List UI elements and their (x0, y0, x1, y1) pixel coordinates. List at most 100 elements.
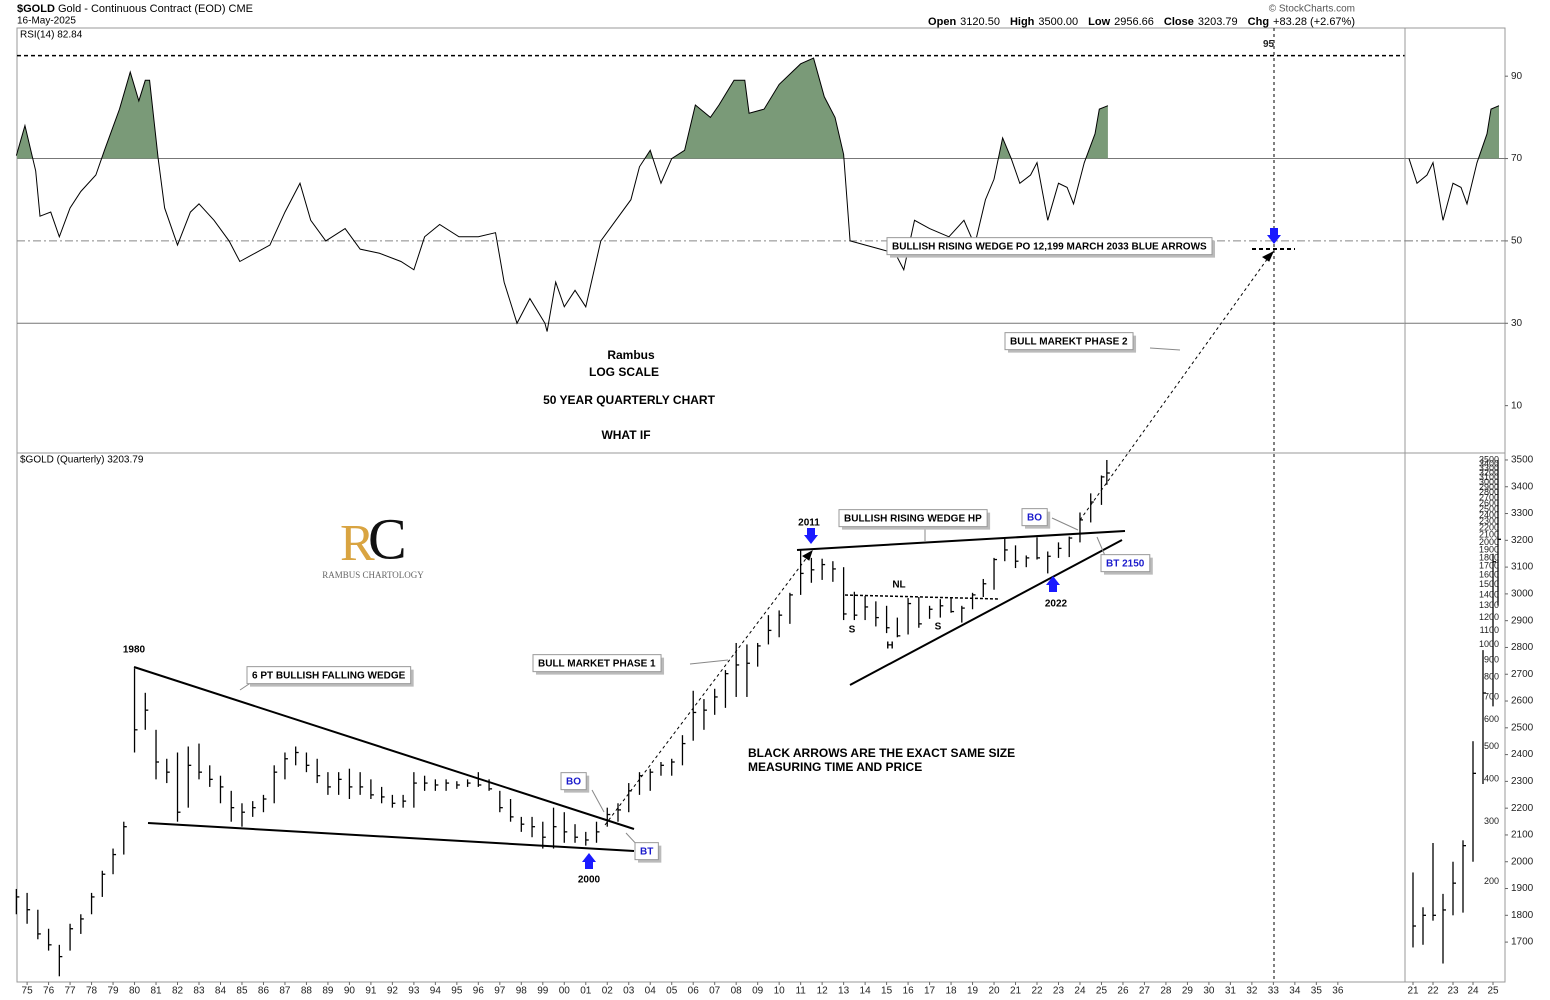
x-tick-label: 75 (22, 986, 34, 997)
arrow-head (1262, 250, 1275, 262)
blue-arrow (1046, 576, 1060, 585)
y-tick-label: 2700 (1511, 669, 1534, 680)
y-tick-label: 1900 (1479, 544, 1499, 554)
blue-arrow (582, 853, 596, 862)
y-tick-label: 500 (1484, 741, 1499, 751)
x-tick-label: 25 (1096, 986, 1108, 997)
y-tick-label: 1100 (1480, 625, 1499, 635)
annotation: 2022 (1045, 599, 1068, 610)
stat-value: 3203.79 (1198, 16, 1238, 28)
callout-box (634, 842, 659, 861)
x-tick-label: 22 (1031, 986, 1043, 997)
neckline (844, 594, 1001, 600)
logo-letter: C (368, 506, 407, 571)
x-tick-label: 09 (752, 986, 764, 997)
annotation: 1980 (123, 645, 146, 656)
x-tick-label: 14 (860, 986, 872, 997)
x-tick-label: 21 (1407, 986, 1419, 997)
y-tick-label: 3200 (1511, 535, 1534, 546)
x-tick-label: 91 (365, 986, 377, 997)
annotation: 6 PT BULLISH FALLING WEDGE (252, 671, 406, 682)
date: 16-May-2025 (17, 16, 76, 27)
x-tick-label: 77 (65, 986, 77, 997)
main-panel (16, 27, 1506, 983)
x-tick-label: 06 (688, 986, 700, 997)
stat-label: Low (1088, 16, 1110, 28)
callout-pointer (591, 789, 605, 813)
callout-pointer (1149, 347, 1181, 351)
y-tick-label: 3100 (1511, 562, 1534, 573)
callout-box (1021, 508, 1048, 527)
y-tick-label: 2600 (1479, 498, 1499, 508)
x-tick-label: 11 (795, 986, 806, 997)
y-tick-label: 1900 (1511, 883, 1534, 894)
y-tick-label: 1700 (1511, 937, 1534, 948)
x-tick-label: 19 (967, 986, 979, 997)
x-tick-label: 23 (1447, 986, 1459, 997)
y-tick-label: 2400 (1511, 749, 1534, 760)
wedge-line (796, 530, 1126, 551)
blue-arrow (1270, 228, 1278, 235)
annotation: S (849, 625, 856, 636)
logo-text: RAMBUS CHARTOLOGY (322, 570, 424, 580)
x-tick-label: 97 (494, 986, 506, 997)
annotation: 2000 (578, 875, 601, 886)
x-tick-label: 15 (881, 986, 893, 997)
symbol-name: Gold - Continuous Contract (EOD) CME (58, 3, 253, 15)
overbought-fill (1409, 105, 1499, 159)
blue-arrow (1049, 585, 1057, 592)
annotation: WHAT IF (601, 428, 650, 442)
x-tick-label: 31 (1225, 986, 1237, 997)
y-tick-label: 3300 (1511, 508, 1534, 519)
stat-label: Chg (1248, 16, 1269, 28)
y-tick-label: 2300 (1511, 776, 1534, 787)
y-tick-label: 1500 (1479, 579, 1499, 589)
blue-arrow (585, 862, 593, 869)
stats: Open 3120.50 High 3500.00 Low 2956.66 Close 320… (928, 16, 1355, 28)
y-tick-label: 2200 (1479, 523, 1499, 533)
blue-arrow (1267, 235, 1281, 244)
x-tick-label: 35 (1311, 986, 1323, 997)
x-tick-label: 33 (1268, 986, 1280, 997)
annotation: BO (1027, 513, 1042, 524)
x-tick-label: 29 (1182, 986, 1194, 997)
y-tick-label: 70 (1511, 153, 1523, 164)
y-tick-label: 2000 (1511, 856, 1534, 867)
main-layer: 95 75 76 77 78 79 80 81 82 83 84 85 86 87 88 89 90 91 92 93… (15, 39, 1505, 997)
y-tick-label: 600 (1484, 714, 1499, 724)
stat-label: Close (1164, 16, 1194, 28)
annotation: BULL MAREKT PHASE 2 (1010, 337, 1128, 348)
x-tick-label: 36 (1332, 986, 1344, 997)
y-tick-label: 1800 (1479, 552, 1499, 562)
y-tick-label: 2000 (1479, 537, 1499, 547)
y-tick-label: 2400 (1479, 510, 1499, 520)
stat-label: Open (928, 16, 956, 28)
inset-layer: 21 22 23 24 25 10 30 50 70 90 200 300 400 500 600 700 80… (1404, 27, 1534, 997)
y-tick-label: 1800 (1511, 910, 1534, 921)
x-tick-label: 32 (1246, 986, 1258, 997)
annotation: H (886, 641, 893, 652)
y-tick-label: 2500 (1511, 722, 1534, 733)
callout-pointer (689, 659, 729, 665)
logo-letter: R (340, 515, 375, 572)
callout-box (1100, 554, 1151, 573)
annotation: BT 2150 (1106, 559, 1145, 570)
y-tick-label: 2100 (1479, 530, 1499, 540)
x-tick-label: 81 (150, 986, 162, 997)
y-tick-label: 3500 (1511, 455, 1534, 466)
annotation: NL (892, 580, 905, 591)
y-tick-label: 3400 (1479, 459, 1499, 469)
y-tick-label: 800 (1484, 672, 1499, 682)
x-tick-label: 23 (1053, 986, 1065, 997)
y-tick-label: 1700 (1479, 561, 1499, 571)
x-tick-label: 27 (1139, 986, 1151, 997)
y-tick-label: 2200 (1511, 803, 1534, 814)
x-tick-label: 78 (86, 986, 98, 997)
annotation: BO (566, 777, 581, 788)
x-tick-label: 16 (903, 986, 915, 997)
x-tick-label: 05 (666, 986, 678, 997)
overbought-label: 95 (1263, 39, 1275, 50)
y-tick-label: 1200 (1479, 612, 1499, 622)
